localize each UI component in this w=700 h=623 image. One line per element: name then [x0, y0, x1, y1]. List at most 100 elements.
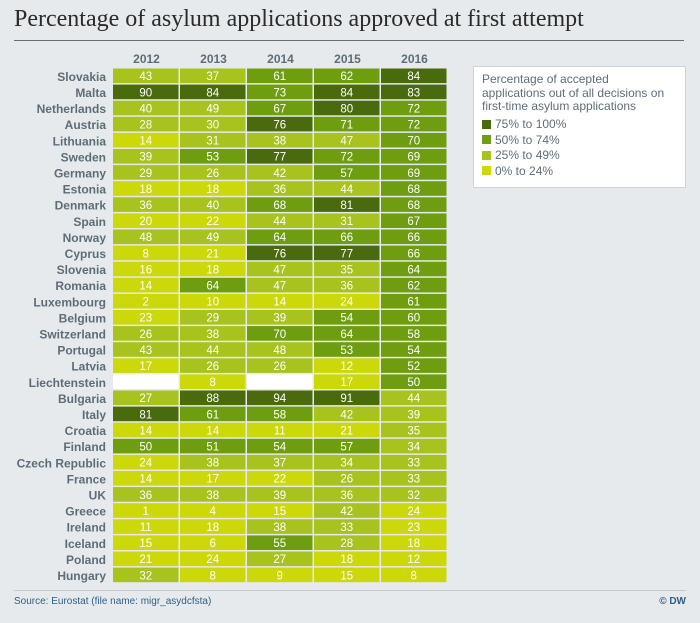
cell-value: 36 — [273, 184, 286, 196]
cell-value: 53 — [340, 345, 353, 357]
heatmap-cell — [180, 567, 246, 583]
cell-value: 54 — [340, 313, 353, 325]
cell-value: 39 — [139, 152, 152, 164]
heatmap-cell — [180, 406, 246, 422]
heatmap-cell — [381, 68, 447, 84]
heatmap-cell — [381, 438, 447, 454]
heatmap-cell — [314, 374, 380, 389]
cell-value: 81 — [340, 200, 353, 212]
row-label: Sweden — [61, 150, 106, 164]
cell-value: 36 — [340, 490, 353, 502]
heatmap-cell — [381, 519, 447, 534]
heatmap-cell — [247, 535, 313, 550]
cell-value: 26 — [139, 329, 152, 341]
heatmap-cell — [314, 422, 380, 438]
cell-value: 12 — [407, 554, 420, 566]
heatmap-cell — [314, 165, 380, 180]
legend-label: 25% to 49% — [495, 148, 560, 163]
heatmap-cell — [180, 535, 246, 550]
heatmap-cell — [381, 422, 447, 438]
cell-value: 35 — [340, 264, 353, 276]
heatmap-cell — [180, 310, 246, 325]
heatmap-cell — [180, 342, 246, 357]
cell-value: 24 — [407, 506, 420, 518]
cell-value: 36 — [139, 200, 152, 212]
heatmap-cell — [180, 277, 246, 293]
heatmap-cell — [247, 197, 313, 212]
cell-value: 33 — [407, 474, 420, 486]
heatmap-cell — [314, 487, 380, 502]
heatmap-cell — [314, 454, 380, 470]
cell-value: 11 — [140, 522, 152, 534]
heatmap-cell — [180, 100, 246, 116]
cell-value: 18 — [206, 264, 219, 276]
heatmap-cell — [314, 471, 380, 486]
cell-value: 8 — [143, 248, 149, 260]
cell-value: 23 — [407, 522, 420, 534]
heatmap-cell — [247, 374, 313, 389]
row-label: Netherlands — [37, 102, 107, 116]
heatmap-cell — [113, 293, 179, 309]
row-label: Portugal — [57, 344, 106, 358]
cell-value: 55 — [273, 538, 286, 550]
cell-value: 67 — [407, 216, 420, 228]
cell-value: 47 — [273, 280, 286, 292]
cell-value: 64 — [340, 329, 353, 341]
row-label: Bulgaria — [58, 392, 106, 406]
cell-value: 30 — [206, 119, 219, 131]
heatmap-cell — [180, 261, 246, 277]
cell-value: 14 — [139, 136, 152, 148]
heatmap-cell — [113, 390, 179, 406]
heatmap-cell — [180, 84, 246, 100]
cell-value: 18 — [407, 538, 420, 550]
heatmap-cell — [314, 261, 380, 277]
heatmap-cell — [381, 293, 447, 309]
heatmap-cell — [247, 213, 313, 228]
heatmap-cell — [113, 358, 179, 373]
cell-value: 44 — [407, 393, 420, 405]
heatmap-cell — [247, 358, 313, 373]
row-label: Liechtenstein — [29, 376, 106, 390]
cell-value: 14 — [139, 474, 152, 486]
cell-value: 72 — [340, 152, 353, 164]
row-label: Norway — [63, 231, 107, 245]
heatmap-cell — [113, 487, 179, 502]
footer-divider — [14, 590, 686, 591]
heatmap-cell — [247, 68, 313, 84]
cell-value: 94 — [273, 393, 286, 405]
heatmap-cell — [247, 84, 313, 100]
heatmap-cell — [314, 181, 380, 196]
heatmap-cell — [314, 84, 380, 100]
heatmap-cell — [113, 326, 179, 341]
heatmap-cell — [247, 342, 313, 357]
cell-value: 68 — [407, 184, 420, 196]
cell-value: 66 — [407, 232, 420, 244]
cell-value: 31 — [206, 136, 219, 148]
cell-value: 16 — [139, 264, 152, 276]
heatmap-cell — [247, 326, 313, 341]
cell-value: 18 — [340, 554, 353, 566]
cell-value: 71 — [340, 119, 353, 131]
heatmap-cell — [381, 149, 447, 164]
heatmap-cell — [314, 535, 380, 550]
cell-value: 26 — [206, 168, 219, 180]
heatmap-cell — [113, 261, 179, 277]
row-label: Finland — [63, 440, 106, 454]
cell-value: 21 — [139, 554, 152, 566]
cell-value: 49 — [206, 232, 219, 244]
cell-value: 33 — [407, 458, 420, 470]
legend-swatch — [482, 150, 491, 160]
cell-value: 62 — [340, 71, 353, 83]
row-label: Luxembourg — [33, 295, 106, 309]
cell-value: 22 — [273, 474, 286, 486]
heatmap-cell — [247, 406, 313, 422]
heatmap-cell — [381, 84, 447, 100]
cell-value: 38 — [273, 522, 286, 534]
heatmap-cell — [381, 406, 447, 422]
cell-value: 54 — [407, 345, 420, 357]
cell-value: 38 — [273, 136, 286, 148]
cell-value: 21 — [206, 248, 219, 260]
heatmap-cell — [314, 342, 380, 357]
heatmap-cell — [113, 503, 179, 518]
heatmap-cell — [381, 487, 447, 502]
